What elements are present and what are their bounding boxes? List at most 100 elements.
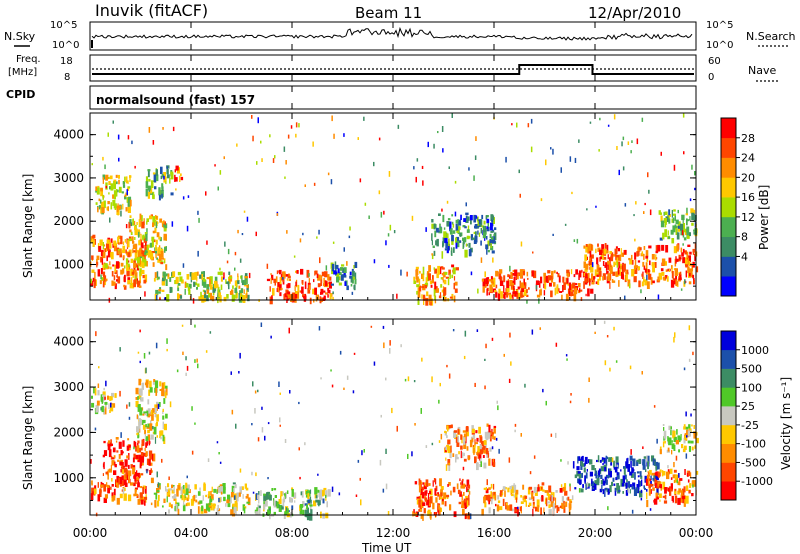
power-echo-region	[583, 243, 699, 289]
y-tick-label: 3000	[53, 171, 84, 185]
colorbar-swatch	[721, 387, 736, 407]
colorbar-swatch	[721, 462, 736, 482]
power-y-axis: 4000 3000 2000 1000	[53, 128, 696, 287]
velocity-echo-region	[153, 482, 251, 517]
colorbar-tick-label: 100	[741, 381, 762, 394]
velocity-echo-region	[102, 437, 156, 485]
colorbar-swatch	[721, 177, 736, 198]
nave-label: Nave	[748, 64, 776, 77]
velocity-panel: 4000 3000 2000 1000 Slant Range [km] 1000 50…	[21, 318, 793, 521]
power-colorbar: 28 24 20 16 12 8 4	[720, 117, 755, 297]
cpid-panel: CPID normalsound (fast) 157	[6, 85, 697, 110]
y-tick-label: 4000	[53, 335, 84, 349]
power-echo-region	[658, 208, 698, 244]
y-tick-label: 2000	[53, 425, 84, 439]
colorbar-swatch	[721, 216, 736, 237]
power-colorbar-label: Power [dB]	[757, 185, 771, 250]
power-echo-region	[481, 269, 597, 302]
velocity-ylabel: Slant Range [km]	[21, 386, 35, 490]
colorbar-swatch	[721, 406, 736, 426]
time-tick-label: 20:00	[578, 526, 613, 540]
power-echo-region	[413, 264, 459, 306]
colorbar-tick-label: -100	[741, 438, 766, 451]
nsky-tick-top: 10^5	[50, 20, 77, 31]
station-title: Inuvik (fitACF)	[95, 1, 208, 20]
cpid-text: normalsound (fast) 157	[96, 93, 255, 107]
y-tick-label: 1000	[53, 258, 84, 272]
nsky-trace	[91, 26, 693, 48]
freq-panel: Freq. [MHz] 18 8 60 0 Nave	[8, 54, 780, 83]
velocity-y-axis: 4000 3000 2000 1000	[53, 335, 696, 501]
colorbar-tick-label: 16	[741, 191, 755, 204]
colorbar-tick-label: -500	[741, 456, 766, 469]
velocity-echo-region	[254, 487, 331, 521]
y-tick-label: 1000	[53, 471, 84, 485]
velocity-colorbar: 1000 500 100 25 -25 -100 -500 -1000	[720, 330, 773, 501]
velocity-scatter-echoes	[90, 320, 694, 520]
time-tick-label: 12:00	[376, 526, 411, 540]
y-tick-label: 2000	[53, 214, 84, 228]
colorbar-tick-label: 1000	[741, 344, 769, 357]
velocity-echo-region	[444, 423, 497, 471]
colorbar-swatch	[721, 256, 736, 277]
colorbar-swatch	[721, 236, 736, 257]
colorbar-swatch	[721, 137, 736, 158]
time-tick-label: 00:00	[679, 526, 714, 540]
velocity-echo-region	[645, 468, 699, 508]
nave-tick-top: 60	[708, 56, 721, 67]
freq-label: Freq.	[16, 54, 41, 65]
colorbar-tick-label: 12	[741, 211, 755, 224]
freq-tick-bottom: 8	[64, 72, 70, 83]
power-scatter-echoes	[90, 113, 696, 304]
colorbar-tick-label: -25	[741, 419, 759, 432]
y-tick-label: 3000	[53, 380, 84, 394]
velocity-echo-region	[91, 387, 117, 415]
time-tick-label: 04:00	[174, 526, 209, 540]
velocity-echo-region	[413, 478, 471, 521]
time-tick-label: 16:00	[477, 526, 512, 540]
colorbar-tick-label: 24	[741, 152, 755, 165]
cpid-label: CPID	[6, 88, 35, 101]
time-axis: 00:00 04:00 08:00 12:00 16:00 20:00 00:00	[73, 22, 714, 540]
nsky-tick-bottom: 10^0	[52, 40, 79, 51]
colorbar-swatch	[721, 349, 736, 369]
colorbar-tick-label: 20	[741, 171, 755, 184]
colorbar-tick-label: -1000	[741, 475, 773, 488]
power-panel: 4000 3000 2000 1000 Slant Range [km] 28 24 20…	[21, 112, 771, 306]
velocity-echo-region	[135, 378, 168, 444]
colorbar-swatch	[721, 157, 736, 178]
nsearch-tick-bottom: 10^0	[706, 40, 733, 51]
colorbar-tick-label: 4	[741, 250, 748, 263]
colorbar-swatch	[721, 424, 736, 444]
nsky-panel: N.Sky 10^5 10^0 10^5 10^0 N.Search	[4, 20, 796, 51]
power-echoes	[90, 113, 699, 306]
colorbar-swatch	[721, 481, 736, 501]
power-echo-region	[174, 165, 184, 182]
velocity-echo-region	[481, 482, 573, 517]
beam-title: Beam 11	[355, 4, 422, 22]
power-echo-region	[431, 212, 497, 259]
colorbar-swatch	[721, 197, 736, 218]
time-axis-label: Time UT	[361, 541, 412, 554]
power-ylabel: Slant Range [km]	[21, 174, 35, 278]
date-title: 12/Apr/2010	[588, 4, 681, 22]
colorbar-tick-label: 25	[741, 400, 755, 413]
power-echo-region	[95, 174, 132, 216]
colorbar-swatch	[721, 368, 736, 388]
nsky-label: N.Sky	[4, 30, 36, 43]
colorbar-swatch	[721, 276, 736, 297]
velocity-echo-region	[90, 478, 148, 506]
power-echo-region	[90, 234, 148, 290]
colorbar-tick-label: 8	[741, 231, 748, 244]
velocity-echoes	[90, 320, 699, 521]
nsearch-tick-top: 10^5	[706, 20, 733, 31]
power-echo-region	[145, 165, 174, 201]
colorbar-swatch	[721, 331, 736, 351]
colorbar-tick-label: 28	[741, 132, 755, 145]
freq-trace	[92, 64, 694, 75]
power-echo-region	[330, 261, 358, 291]
freq-unit-label: [MHz]	[8, 67, 37, 78]
nave-tick-bottom: 0	[708, 72, 714, 83]
y-tick-label: 4000	[53, 128, 84, 142]
